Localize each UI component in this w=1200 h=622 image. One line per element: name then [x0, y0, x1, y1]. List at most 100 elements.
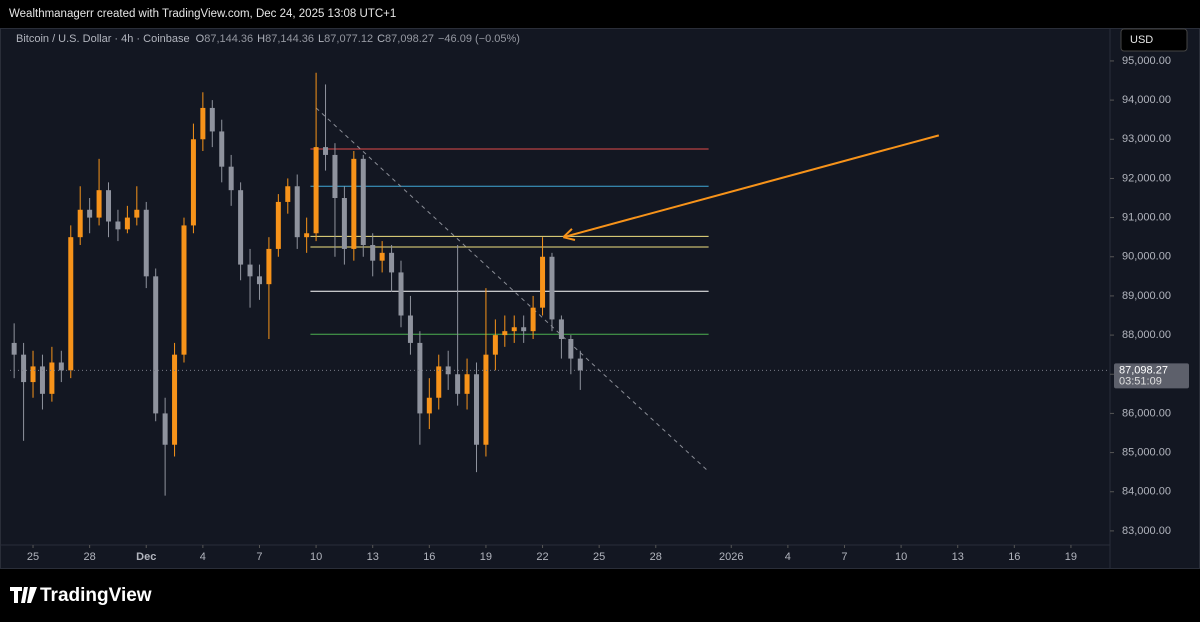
candle-body	[577, 358, 583, 371]
y-tick-label: 95,000.00	[1122, 55, 1171, 67]
x-tick-label: 28	[650, 551, 662, 563]
ohlc-value: 87,144.36	[204, 33, 253, 45]
x-tick-label: 2026	[719, 551, 743, 563]
candle-body	[530, 307, 536, 332]
candle-body	[323, 147, 329, 155]
x-tick-label: Dec	[136, 551, 156, 563]
candle-body	[87, 209, 93, 218]
candle-body	[568, 339, 574, 359]
y-tick-label: 84,000.00	[1122, 486, 1171, 498]
candle-body	[558, 319, 564, 339]
candle-body	[464, 374, 470, 394]
arrow-head	[562, 228, 573, 238]
y-tick-label: 89,000.00	[1122, 290, 1171, 302]
arrow-head	[563, 236, 576, 241]
y-tick-label: 86,000.00	[1122, 407, 1171, 419]
x-tick-label: 4	[200, 551, 206, 563]
header: Wealthmanagerr created with TradingView.…	[9, 8, 396, 20]
candle-body	[143, 209, 149, 277]
candle-body	[389, 252, 395, 273]
candle-body	[502, 331, 508, 336]
candle-body	[181, 225, 187, 355]
x-tick-label: 22	[536, 551, 548, 563]
logo-mark	[10, 587, 37, 603]
candle-body	[266, 248, 272, 285]
y-tick-label: 90,000.00	[1122, 251, 1171, 263]
candle-body	[398, 272, 404, 316]
candle-body	[124, 217, 130, 230]
chart-panel	[0, 28, 1200, 569]
x-tick-label: 10	[310, 551, 322, 563]
candle-body	[172, 354, 178, 445]
x-tick-label: 25	[593, 551, 605, 563]
x-tick-label: 7	[256, 551, 262, 563]
x-tick-label: 13	[952, 551, 964, 563]
currency-button[interactable]	[1120, 28, 1188, 52]
candle-body	[49, 362, 55, 394]
candle-body	[304, 233, 310, 238]
candle-body	[540, 256, 546, 308]
candle-body	[30, 366, 36, 383]
candle-body	[436, 366, 442, 398]
last-price-label: 87,098.27	[1119, 364, 1168, 376]
candle-body	[332, 154, 338, 199]
y-tick-label: 88,000.00	[1122, 329, 1171, 341]
candle-body	[351, 158, 357, 249]
candle-body	[247, 264, 253, 277]
ohlc-value: 87,077.12	[324, 33, 373, 45]
candle-body	[96, 190, 102, 218]
candle-body	[21, 354, 27, 383]
ohlc-key: L	[318, 33, 324, 45]
plot	[10, 72, 1110, 496]
candle-body	[445, 366, 451, 375]
x-tick-label: 10	[895, 551, 907, 563]
legend: Bitcoin / U.S. Dollar · 4h · Coinbase O 87…	[16, 33, 520, 45]
x-tick-label: 25	[27, 551, 39, 563]
candle-body	[190, 139, 196, 226]
candle-body	[275, 201, 281, 249]
y-tick-label: 91,000.00	[1122, 211, 1171, 223]
candle-body	[341, 198, 347, 249]
logo-text: TradingView	[40, 585, 152, 606]
y-tick-label: 85,000.00	[1122, 446, 1171, 458]
x-tick-label: 4	[785, 551, 791, 563]
countdown: 03:51:09	[1119, 375, 1162, 387]
candle-body	[407, 315, 413, 343]
candle-body	[228, 166, 234, 191]
candle-body	[426, 397, 432, 414]
x-tick-label: 19	[480, 551, 492, 563]
candle-body	[11, 342, 17, 355]
candle-body	[294, 186, 300, 238]
candle-body	[473, 374, 479, 445]
x-tick-label: 19	[1065, 551, 1077, 563]
ohlc-value: 87,098.27	[385, 33, 434, 45]
candle-body	[511, 327, 517, 332]
ohlc-value: 87,144.36	[265, 33, 314, 45]
candle-body	[58, 362, 64, 371]
candle-body	[162, 413, 168, 445]
currency[interactable]: USD	[1130, 34, 1153, 46]
candle-body	[68, 237, 74, 371]
candle-body	[492, 335, 498, 355]
candle-body	[285, 186, 291, 202]
candle-body	[200, 107, 206, 140]
trendline	[315, 107, 708, 471]
candle-body	[219, 131, 225, 167]
candle-body	[549, 256, 555, 320]
ohlc-key: C	[377, 33, 385, 45]
x-tick-label: 16	[1008, 551, 1020, 563]
candle-body	[238, 190, 244, 265]
symbol: Bitcoin / U.S. Dollar · 4h · Coinbase	[16, 33, 190, 45]
candle-body	[370, 245, 376, 261]
last-price-tag	[1114, 363, 1189, 389]
arrow	[563, 134, 940, 239]
candle-body	[455, 374, 461, 394]
change: −46.09 (−0.05%)	[438, 33, 520, 45]
x-tick-label: 7	[841, 551, 847, 563]
ohlc-key: H	[257, 33, 265, 45]
logo: TradingView	[10, 585, 152, 606]
x-tick-label: 13	[367, 551, 379, 563]
y-tick-label: 94,000.00	[1122, 94, 1171, 106]
